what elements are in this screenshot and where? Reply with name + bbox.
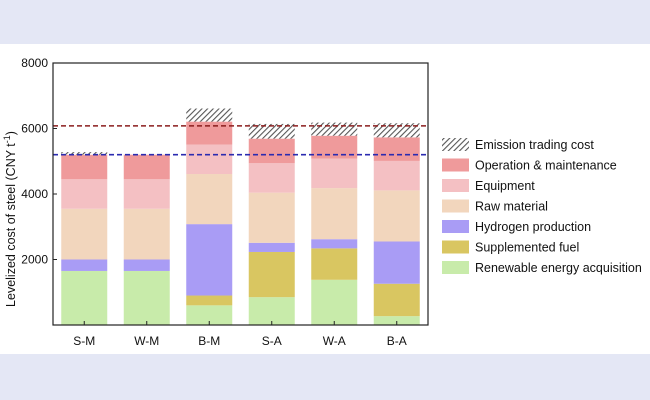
bar-segment-s-a-raw-material	[248, 192, 295, 243]
bar-segment-w-a-emission-trading-cost	[311, 122, 358, 136]
legend-swatch-raw-material	[442, 199, 469, 213]
bar-segment-w-m-raw-material	[123, 208, 170, 260]
x-tick-label: B-A	[387, 334, 407, 348]
y-axis-title-text: Levelized cost of steel (CNY t	[4, 143, 18, 307]
bar-segment-s-m-operation-and-maintenance	[61, 154, 108, 180]
bar-segment-w-m-equipment	[123, 179, 170, 209]
bar-segment-w-a-raw-material	[311, 188, 358, 240]
bar-segment-b-a-raw-material	[373, 190, 420, 242]
y-tick-label: 2000	[21, 253, 48, 267]
bar-segment-b-m-renewable-energy-acquisition	[186, 305, 233, 325]
stacked-bar-chart: S-M W-M B-M S-A W-A B-A 2000 4000 6000 8000 Emiss…	[2, 56, 642, 348]
legend-swatch-emission-trading-cost	[442, 138, 469, 151]
legend-label-emission-trading-cost: Emission trading cost	[475, 138, 594, 152]
x-tick-label: B-M	[198, 334, 220, 348]
x-tick-label: S-A	[262, 334, 282, 348]
y-tick-label: 4000	[21, 187, 48, 201]
bar-segment-b-a-hydrogen-production	[373, 241, 420, 284]
bar-segment-b-m-supplemented-fuel	[186, 295, 233, 306]
legend: Emission trading cost Operation & mainten…	[442, 138, 642, 275]
x-tick-label: S-M	[73, 334, 95, 348]
bar-segment-b-m-raw-material	[186, 174, 233, 225]
legend-label-renewable-energy-acquisition: Renewable energy acquisition	[475, 261, 642, 275]
bar-segment-s-a-hydrogen-production	[248, 242, 295, 252]
x-tick-label: W-M	[134, 334, 159, 348]
y-axis-title-superscript: -1	[2, 135, 12, 143]
x-tick-label: W-A	[323, 334, 346, 348]
legend-label-raw-material: Raw material	[475, 200, 548, 214]
bar-segment-w-a-supplemented-fuel	[311, 248, 358, 280]
bar-segment-s-m-emission-trading-cost	[61, 152, 108, 155]
y-tick-label: 6000	[21, 122, 48, 136]
bar-segment-s-a-renewable-energy-acquisition	[248, 297, 295, 325]
y-axis-title-close: )	[4, 131, 18, 135]
plot-area: S-M W-M B-M S-A W-A B-A 2000 4000 6000 8000	[21, 56, 429, 348]
bar-segment-b-a-equipment	[373, 160, 420, 191]
bar-segment-w-m-renewable-energy-acquisition	[123, 270, 170, 325]
plot-frame	[52, 62, 429, 326]
bar-segment-s-m-renewable-energy-acquisition	[61, 270, 108, 325]
bar-segment-w-a-operation-and-maintenance	[311, 135, 358, 159]
legend-label-equipment: Equipment	[475, 179, 535, 193]
bar-segment-s-m-raw-material	[61, 208, 108, 260]
legend-swatch-equipment	[442, 179, 469, 192]
bar-segment-s-a-operation-and-maintenance	[248, 138, 295, 164]
bar-segment-b-m-emission-trading-cost	[186, 108, 233, 122]
bar-segment-s-m-equipment	[61, 179, 108, 209]
y-axis-title: Levelized cost of steel (CNY t-1)	[2, 131, 18, 307]
legend-label-hydrogen-production: Hydrogen production	[475, 220, 591, 234]
bar-segment-b-m-operation-and-maintenance	[186, 121, 233, 145]
bar-segment-w-m-operation-and-maintenance	[123, 154, 170, 180]
legend-swatch-operation-and-maintenance	[442, 158, 469, 172]
bar-segment-b-m-equipment	[186, 144, 233, 175]
bar-segment-b-a-emission-trading-cost	[373, 123, 420, 138]
chart-figure: S-M W-M B-M S-A W-A B-A 2000 4000 6000 8000 Emiss…	[0, 44, 650, 354]
bar-segment-s-a-supplemented-fuel	[248, 251, 295, 298]
legend-swatch-renewable-energy-acquisition	[442, 261, 469, 274]
bar-segment-b-m-hydrogen-production	[186, 224, 233, 296]
bar-segment-s-a-equipment	[248, 163, 295, 193]
bar-segment-s-a-emission-trading-cost	[248, 123, 295, 139]
bar-segment-b-a-renewable-energy-acquisition	[373, 316, 420, 325]
bar-segment-s-m-hydrogen-production	[61, 259, 108, 271]
legend-swatch-supplemented-fuel	[442, 240, 469, 254]
bar-segment-w-a-hydrogen-production	[311, 239, 358, 249]
y-tick-label: 8000	[21, 56, 48, 70]
legend-label-supplemented-fuel: Supplemented fuel	[475, 241, 579, 255]
bar-segment-w-m-hydrogen-production	[123, 259, 170, 271]
bar-segment-w-a-equipment	[311, 158, 358, 189]
bar-segment-b-a-supplemented-fuel	[373, 283, 420, 317]
bar-segment-w-a-renewable-energy-acquisition	[311, 279, 358, 325]
legend-label-operation-and-maintenance: Operation & maintenance	[475, 159, 617, 173]
legend-swatch-hydrogen-production	[442, 220, 469, 233]
bar-segment-b-a-operation-and-maintenance	[373, 137, 420, 161]
